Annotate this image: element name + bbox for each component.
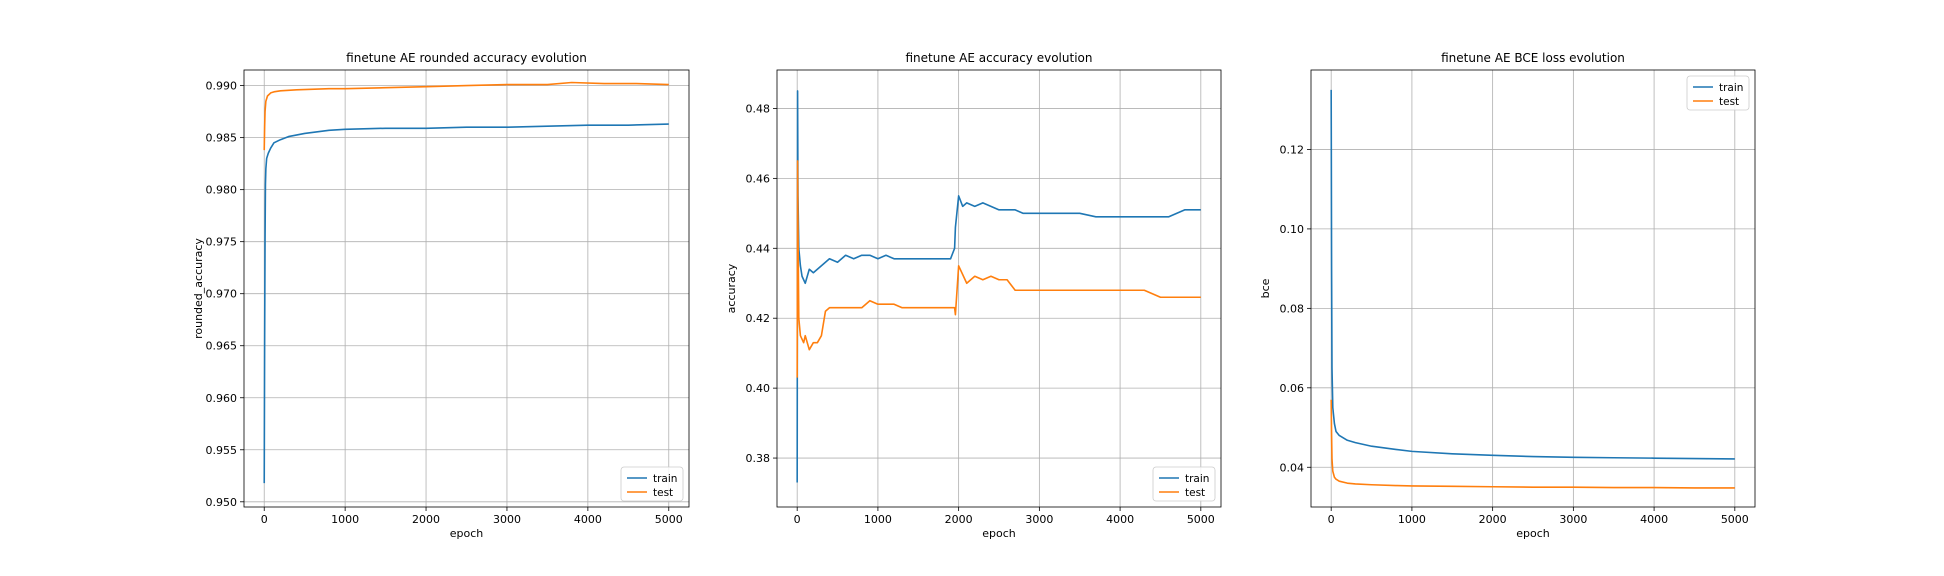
y-tick-label: 0.975 [206,236,238,249]
x-tick-label: 4000 [574,513,602,526]
y-tick-label: 0.48 [746,102,771,115]
y-axis-label: accuracy [725,263,738,313]
chart-3: 0 1000 2000 3000 4000 5000 0.04 0.06 0.08 0.10 0.1… [1259,51,1756,540]
x-tick-label: 1000 [1398,513,1426,526]
x-tick-label: 5000 [655,513,683,526]
y-tick-label: 0.10 [1280,223,1305,236]
y-tick-label: 0.985 [206,132,238,145]
legend-label-train: train [1719,82,1743,94]
y-tick-label: 0.980 [206,184,238,197]
x-tick-label: 0 [261,513,268,526]
legend-label-train: train [1185,473,1209,485]
legend-label-test: test [1185,487,1205,499]
y-tick-label: 0.40 [746,382,771,395]
y-tick-label: 0.42 [746,312,771,325]
y-tick-label: 0.04 [1280,461,1305,474]
x-tick-label: 0 [794,513,801,526]
x-tick-label: 3000 [1559,513,1587,526]
legend: train test [1686,75,1750,111]
legend-label-test: test [653,487,673,499]
series-line-test [263,81,669,151]
y-tick-label: 0.965 [206,340,238,353]
x-axis-label: epoch [982,527,1016,540]
x-tick-label: 3000 [1025,513,1053,526]
x-tick-label: 4000 [1640,513,1668,526]
x-tick-label: 5000 [1187,513,1215,526]
x-axis-label: epoch [450,527,484,540]
legend-label-test: test [1719,96,1739,108]
x-tick-label: 0 [1328,513,1335,526]
legend: train test [620,466,684,502]
axes-frame [1310,69,1756,508]
y-axis-label: rounded_accuracy [192,238,205,339]
series-line-train [1330,89,1735,460]
y-tick-label: 0.970 [206,288,238,301]
x-tick-label: 2000 [1479,513,1507,526]
x-tick-label: 5000 [1721,513,1749,526]
chart-1: 0 1000 2000 3000 4000 5000 0.950 0.955 0.960 0.96… [192,51,690,540]
y-tick-label: 0.950 [206,496,238,509]
series-line-train [263,123,669,484]
series-line-train [796,90,1201,483]
y-tick-label: 0.12 [1280,143,1305,156]
x-tick-label: 2000 [945,513,973,526]
y-tick-label: 0.960 [206,392,238,405]
y-tick-label: 0.46 [746,172,771,185]
series-line-test [1330,399,1735,489]
y-tick-label: 0.955 [206,444,238,457]
chart-title: finetune AE rounded accuracy evolution [346,51,587,65]
series-line-test [796,160,1201,378]
chart-2: 0 1000 2000 3000 4000 5000 0.38 0.40 0.42 0.44 0.4… [725,51,1222,540]
x-tick-label: 4000 [1106,513,1134,526]
axes-frame [776,69,1222,508]
y-axis-label: bce [1259,278,1272,298]
chart-title: finetune AE accuracy evolution [906,51,1093,65]
legend: train test [1152,466,1216,502]
chart-title: finetune AE BCE loss evolution [1441,51,1625,65]
axes-frame [243,69,690,508]
x-tick-label: 1000 [331,513,359,526]
y-tick-label: 0.990 [206,80,238,93]
y-tick-label: 0.38 [746,452,771,465]
x-tick-label: 2000 [412,513,440,526]
legend-label-train: train [653,473,677,485]
y-tick-label: 0.44 [746,242,771,255]
y-tick-label: 0.08 [1280,302,1305,315]
x-tick-label: 3000 [493,513,521,526]
x-tick-label: 1000 [864,513,892,526]
y-tick-label: 0.06 [1280,382,1305,395]
x-axis-label: epoch [1516,527,1550,540]
